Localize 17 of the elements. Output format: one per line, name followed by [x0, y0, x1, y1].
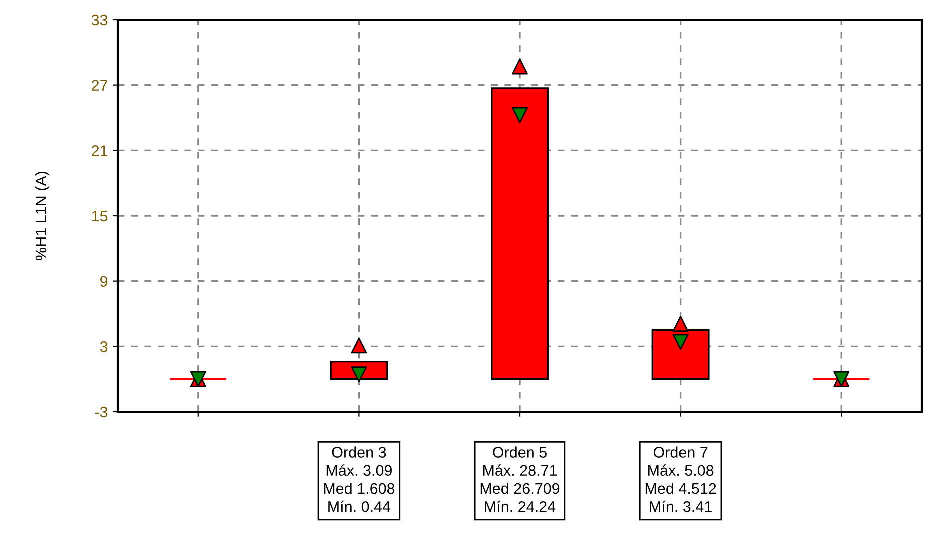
y-axis-title: %H1 L1N (A): [35, 172, 50, 260]
text: Orden 7 Máx. 5.08 Med 4.512 Mín. 3.41: [646, 446, 716, 512]
y-tick-label: 15: [92, 211, 108, 222]
y-tick-label: 9: [100, 276, 108, 288]
point: [512, 107, 528, 124]
y-tick-label: -3: [95, 406, 108, 418]
text: Orden 3 Máx. 3.09 Med 1.608 Mín. 0.44: [324, 446, 395, 512]
point: [512, 58, 528, 75]
point: [672, 316, 689, 332]
bar: [491, 88, 549, 380]
point: [351, 338, 368, 354]
y-tick-label: 21: [92, 146, 108, 156]
point: [672, 334, 689, 350]
y-tick-label: 3: [100, 342, 108, 352]
text: Orden 5 Máx. 28.71 Med 26.709 Mín. 24.24: [480, 446, 560, 512]
y-tick-label: 27: [92, 80, 108, 91]
y-tick-label: 33: [92, 14, 108, 26]
